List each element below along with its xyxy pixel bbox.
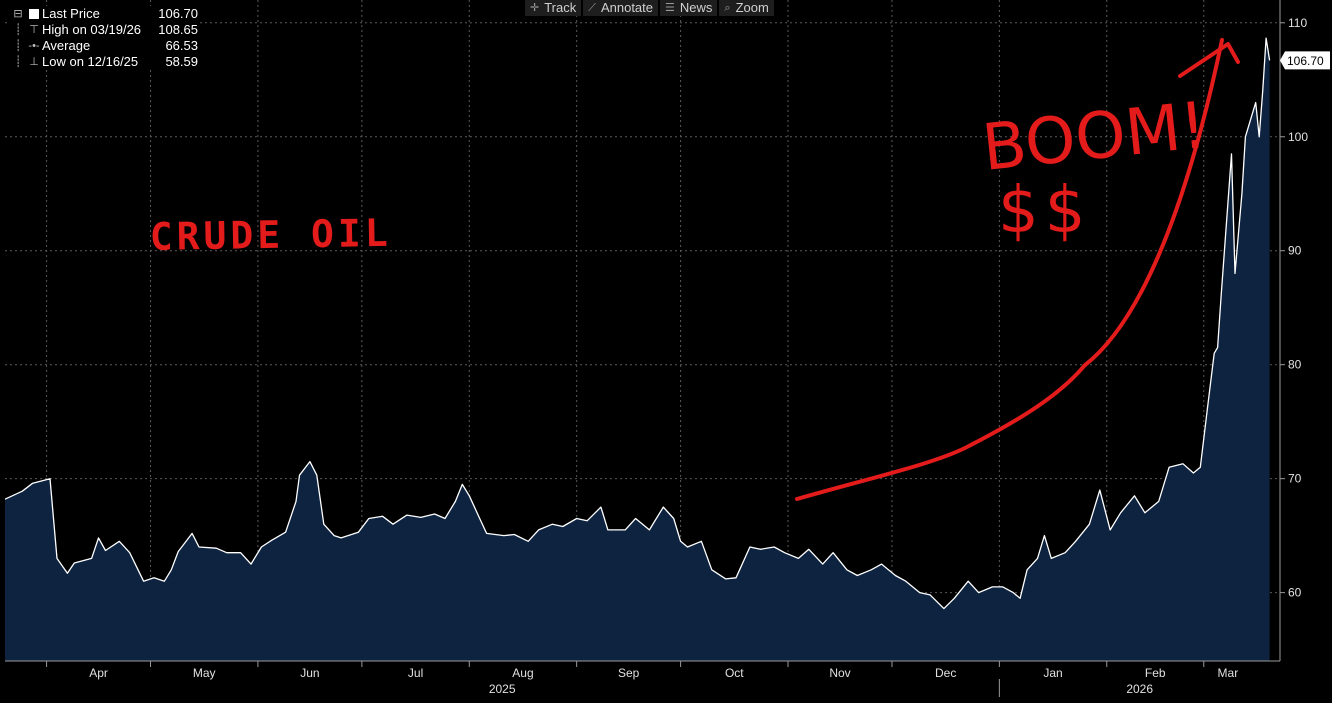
tree-branch-icon: ┊ — [14, 24, 22, 36]
legend-high-label: High on 03/19/26 — [42, 22, 142, 37]
legend-last-price-value: 106.70 — [158, 6, 198, 21]
magnifier-icon: ⌕ — [724, 2, 731, 14]
zoom-button[interactable]: ⌕ Zoom — [719, 0, 774, 16]
y-tick-label: 80 — [1288, 358, 1302, 372]
y-tick-label: 110 — [1288, 16, 1307, 30]
hand-annotations: CRUDE OIL BOOM! $$ — [149, 38, 1240, 501]
x-year-label: 2025 — [489, 682, 516, 696]
x-tick-label: Mar — [1218, 666, 1239, 680]
legend-average-label: Average — [42, 38, 91, 53]
price-line — [4, 37, 1271, 610]
axes: Apr May Jun Jul Aug Sep Oct Nov Dec Jan Feb Mar 2025… — [5, 0, 1330, 697]
last-price-tag — [1280, 51, 1330, 70]
y-tick-label: 90 — [1288, 244, 1302, 258]
y-tick-label: 70 — [1288, 472, 1302, 486]
crosshair-icon: ✛ — [530, 2, 540, 14]
x-tick-label: May — [193, 666, 216, 680]
low-marker-icon: ⊥ — [29, 56, 39, 68]
track-label: Track — [544, 0, 577, 15]
x-tick-label: Sep — [618, 666, 640, 680]
trend-arrow — [795, 38, 1224, 501]
x-tick-label: Jul — [408, 666, 423, 680]
news-icon: ☰ — [665, 2, 675, 14]
legend-low-value: 58.59 — [165, 54, 198, 69]
boom-annotation: BOOM! — [979, 89, 1210, 186]
collapse-icon[interactable]: ⊟ — [13, 8, 23, 20]
high-marker-icon: ⊤ — [29, 24, 39, 36]
price-legend: ⊟ Last Price 106.70 ┊ ⊤ High on 03/19/26… — [10, 6, 198, 70]
chart-toolbar: ✛ Track ⟋ Annotate ☰ News ⌕ Zoom — [525, 0, 774, 16]
legend-last-price-label: Last Price — [42, 6, 100, 21]
x-year-label: 2026 — [1126, 682, 1153, 696]
legend-low[interactable]: ┊ ⊥ Low on 12/16/25 58.59 — [10, 54, 198, 70]
legend-high-value: 108.65 — [158, 22, 198, 37]
y-tick-label: 60 — [1288, 586, 1302, 600]
track-button[interactable]: ✛ Track — [525, 0, 582, 16]
x-tick-label: Jun — [300, 666, 319, 680]
news-button[interactable]: ☰ News — [660, 0, 718, 16]
x-tick-label: Aug — [512, 666, 533, 680]
x-tick-label: Dec — [935, 666, 956, 680]
legend-low-label: Low on 12/16/25 — [42, 54, 139, 69]
x-tick-label: Apr — [89, 666, 108, 680]
legend-average[interactable]: ┊ -•- Average 66.53 — [10, 38, 198, 54]
x-tick-label: Oct — [725, 666, 744, 680]
money-annotation: $$ — [998, 174, 1091, 248]
x-tick-label: Jan — [1043, 666, 1062, 680]
last-price-tag-label: 106.70 — [1287, 54, 1324, 68]
tree-branch-icon: ┊ — [14, 56, 22, 68]
news-label: News — [679, 0, 713, 15]
trend-arrowhead — [1178, 42, 1240, 78]
x-tick-label: Feb — [1145, 666, 1166, 680]
legend-high[interactable]: ┊ ⊤ High on 03/19/26 108.65 — [10, 22, 198, 38]
pencil-icon: ⟋ — [588, 2, 596, 14]
crude-oil-annotation: CRUDE OIL — [149, 211, 392, 259]
tree-branch-icon: ┊ — [14, 40, 22, 52]
price-area-fill — [5, 38, 1270, 661]
series-swatch-icon — [29, 9, 39, 19]
annotate-button[interactable]: ⟋ Annotate — [583, 0, 658, 16]
average-marker-icon: -•- — [28, 40, 40, 52]
price-area — [4, 37, 1271, 661]
x-tick-label: Nov — [829, 666, 850, 680]
y-tick-label: 100 — [1288, 130, 1308, 144]
gridlines — [5, 0, 1280, 661]
legend-average-value: 66.53 — [165, 38, 198, 53]
annotate-label: Annotate — [600, 0, 653, 15]
zoom-label: Zoom — [735, 0, 769, 15]
legend-last-price[interactable]: ⊟ Last Price 106.70 — [10, 6, 198, 22]
